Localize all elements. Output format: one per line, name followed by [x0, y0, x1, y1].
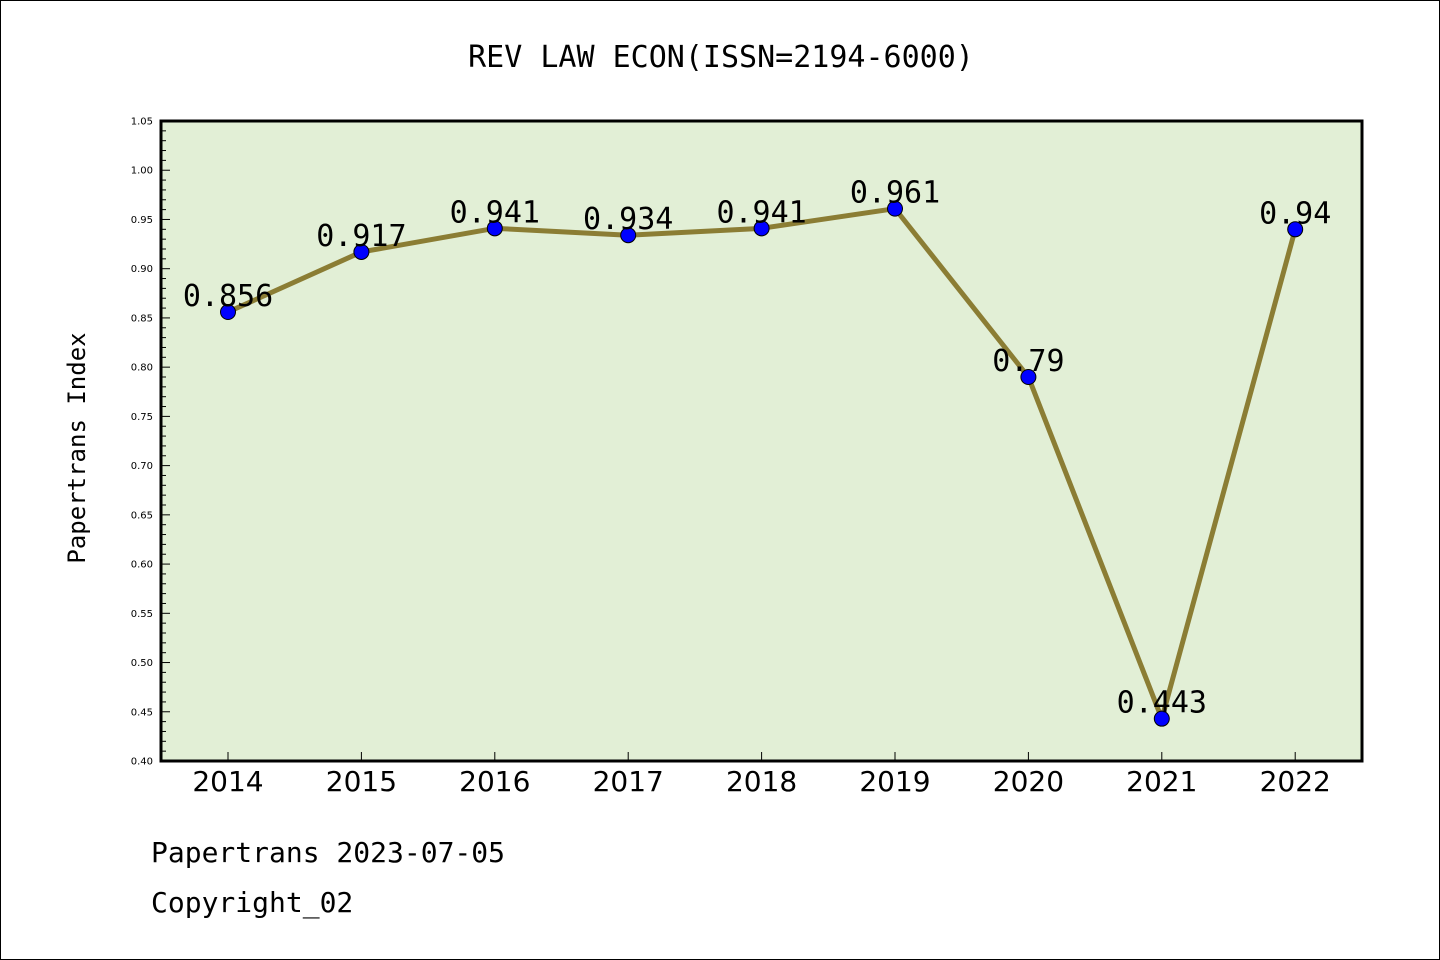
data-label: 0.961 — [850, 176, 940, 211]
y-tick-label: 0.85 — [131, 313, 153, 324]
x-tick-label: 2016 — [459, 765, 530, 798]
data-label: 0.941 — [716, 195, 806, 230]
x-tick-label: 2015 — [326, 765, 397, 798]
data-label: 0.941 — [450, 195, 540, 230]
data-point — [220, 304, 236, 321]
x-tick-label: 2014 — [192, 765, 263, 798]
y-tick-label: 0.45 — [131, 707, 153, 718]
y-tick-label: 0.95 — [131, 215, 153, 226]
plot-frame — [159, 119, 1364, 763]
data-label: 0.917 — [316, 219, 406, 254]
x-tick-label: 2021 — [1126, 765, 1197, 798]
data-label: 0.443 — [1117, 686, 1207, 721]
data-point — [887, 200, 903, 217]
x-tick-label: 2019 — [859, 765, 930, 798]
data-label: 0.856 — [183, 279, 273, 314]
y-tick-label: 0.65 — [131, 510, 153, 521]
x-tick-label: 2022 — [1260, 765, 1331, 798]
y-axis-ticks: 0.40 0.45 0.50 0.55 0.60 0.65 0.70 0.75 0.80 0.85… — [131, 117, 170, 768]
y-axis-label: Papertrans Index — [63, 332, 91, 563]
y-tick-label: 0.75 — [131, 412, 153, 423]
chart-title: REV LAW ECON(ISSN=2194-6000) — [468, 40, 974, 75]
data-point — [753, 220, 770, 237]
y-tick-label: 0.60 — [131, 560, 153, 571]
data-label: 0.94 — [1259, 196, 1331, 231]
y-tick-label: 0.80 — [131, 363, 153, 374]
data-point — [1287, 221, 1304, 238]
data-point — [486, 220, 503, 237]
data-markers — [220, 200, 1304, 727]
data-point — [620, 227, 637, 244]
x-axis-ticks: 2014 2015 2016 2017 2018 2019 2020 2021 2022 — [192, 752, 1331, 798]
y-tick-label: 0.50 — [131, 658, 153, 669]
y-tick-label: 0.40 — [131, 757, 153, 768]
y-tick-label: 1.05 — [131, 117, 153, 128]
data-label: 0.79 — [992, 344, 1064, 379]
data-point — [1153, 710, 1170, 727]
y-tick-label: 0.90 — [131, 264, 153, 275]
data-point — [353, 243, 370, 260]
data-labels: 0.856 0.917 0.941 0.934 0.941 0.961 0.79 0.443 0… — [183, 176, 1331, 721]
footer-copyright-text: Copyright_02 — [151, 886, 354, 919]
x-tick-label: 2020 — [993, 765, 1064, 798]
y-tick-label: 0.55 — [131, 609, 153, 620]
x-tick-label: 2017 — [593, 765, 664, 798]
y-tick-label: 0.70 — [131, 461, 153, 472]
footer-date-text: Papertrans 2023-07-05 — [151, 836, 506, 869]
x-tick-label: 2018 — [726, 765, 797, 798]
y-tick-label: 1.00 — [131, 166, 153, 177]
data-point — [1020, 369, 1037, 385]
data-label: 0.934 — [583, 202, 673, 237]
